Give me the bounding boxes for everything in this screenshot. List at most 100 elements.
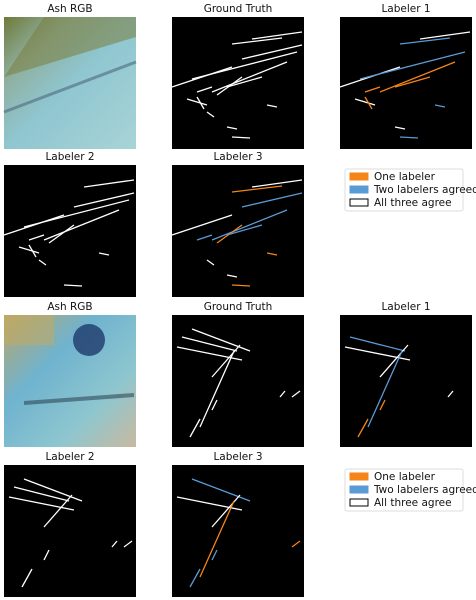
contrail-line (199, 350, 235, 428)
contrail-line (98, 252, 110, 256)
contrail-line (364, 86, 381, 93)
panel-title: Labeler 1 (381, 301, 430, 313)
mask-background (172, 465, 304, 597)
legend-frame (344, 168, 464, 212)
panel-title: Labeler 1 (381, 3, 430, 15)
legend-label: One labeler (374, 471, 436, 483)
contrail-line (226, 274, 238, 278)
mask-background (340, 17, 472, 149)
mask-background (4, 165, 136, 297)
contrail-line (367, 350, 403, 428)
contrail-line (266, 252, 278, 256)
contrail-line (63, 284, 83, 287)
legend-swatch (349, 172, 369, 181)
panel: Labeler 1 (339, 3, 472, 149)
panel: Ground Truth (172, 301, 304, 447)
contrail-line (191, 478, 251, 502)
panel-title: Labeler 3 (213, 451, 262, 463)
panel: Labeler 1 (340, 301, 472, 447)
legend-swatch (349, 198, 369, 207)
contrail-line (181, 336, 238, 352)
panel: Labeler 2 (4, 451, 136, 597)
contrail-line (251, 179, 303, 188)
contrail-line (21, 568, 33, 588)
panel-title: Labeler 2 (45, 151, 94, 163)
panel-title: Labeler 2 (45, 451, 94, 463)
contrail-line (38, 259, 47, 266)
contrail-line (28, 244, 37, 258)
contrail-line (171, 214, 233, 236)
mask-background (4, 465, 136, 597)
contrail-line (399, 136, 419, 139)
ash-band (4, 315, 54, 345)
contrail-line (211, 61, 288, 93)
contrail-line (28, 234, 45, 241)
panel: Ash RGB (4, 301, 136, 447)
ash-blob (73, 324, 105, 356)
contrail-line (48, 224, 75, 244)
legend-swatch (349, 472, 369, 481)
contrail-line (379, 61, 456, 93)
mask-background (172, 17, 304, 149)
legend-frame (344, 468, 464, 512)
legend-label: One labeler (374, 171, 436, 183)
contrail-line (211, 344, 241, 378)
contrail-line (231, 185, 283, 193)
contrail-line (211, 494, 241, 528)
contrail-line (191, 51, 298, 80)
panel-title: Ash RGB (47, 301, 92, 313)
legend-swatch (349, 485, 369, 494)
panel: Labeler 3 (171, 151, 304, 297)
ash-streak (3, 60, 137, 114)
mask-background (172, 165, 304, 297)
panel: Labeler 2 (3, 151, 136, 297)
ash-streak (4, 17, 136, 77)
contrail-line (8, 496, 75, 511)
contrail-line (291, 390, 301, 398)
legend-label: Two labelers agreed (373, 184, 476, 196)
contrail-line (18, 246, 40, 254)
contrail-line (359, 51, 466, 80)
contrail-line (123, 540, 133, 548)
contrail-line (199, 500, 235, 578)
contrail-line (447, 390, 454, 398)
contrail-line (23, 199, 130, 228)
legend-label: All three agree (374, 197, 452, 209)
contrail-line (231, 284, 251, 287)
contrail-line (206, 111, 215, 118)
contrail-line (251, 31, 303, 40)
contrail-line (241, 44, 303, 60)
contrail-line (364, 96, 373, 110)
ash-streak (23, 393, 135, 405)
contrail-line (266, 104, 278, 108)
legend-label: All three agree (374, 497, 452, 509)
contrail-line (241, 192, 303, 208)
contrail-line (279, 390, 286, 398)
contrail-line (211, 209, 288, 241)
contrail-line (379, 399, 386, 411)
contrail-line (186, 98, 208, 106)
panel-title: Ground Truth (204, 301, 273, 313)
contrail-line (196, 234, 213, 241)
contrail-line (357, 418, 369, 438)
panel: Ash RGB (3, 3, 137, 149)
contrail-line (43, 549, 50, 561)
contrail-line (206, 259, 215, 266)
panel-title: Labeler 3 (213, 151, 262, 163)
contrail-line (43, 209, 120, 241)
contrail-line (196, 96, 205, 110)
contrail-line (349, 336, 406, 352)
contrail-line (354, 98, 376, 106)
mask-background (340, 315, 472, 447)
contrail-line (43, 494, 73, 528)
contrail-line (291, 540, 301, 548)
contrail-line (191, 328, 251, 352)
contrail-line (226, 224, 263, 236)
contrail-line (419, 31, 471, 40)
panel-title: Ash RGB (47, 3, 92, 15)
contrail-line (399, 37, 451, 45)
contrail-line (379, 344, 409, 378)
